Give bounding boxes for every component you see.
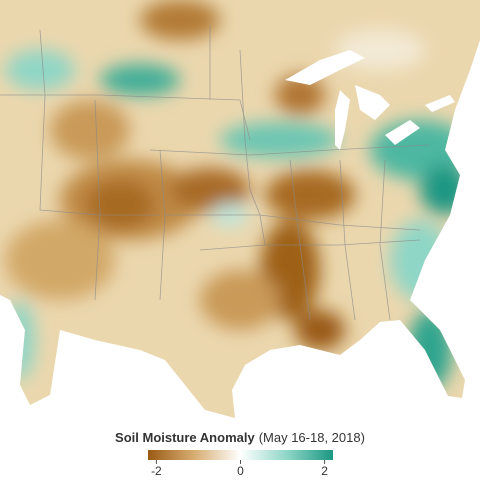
legend-heading: Soil Moisture Anomaly (May 16-18, 2018): [115, 430, 365, 445]
state-borders: [0, 25, 431, 321]
colorbar-tick-label: 0: [237, 464, 244, 478]
land: [0, 0, 480, 418]
legend-subtitle: (May 16-18, 2018): [259, 430, 365, 445]
colorbar-tick-label: 2: [321, 464, 328, 478]
great-lakes: [285, 50, 455, 150]
legend: Soil Moisture Anomaly (May 16-18, 2018) -…: [115, 430, 365, 478]
colorbar: [148, 450, 333, 460]
legend-title: Soil Moisture Anomaly: [115, 430, 255, 445]
colorbar-tick-label: -2: [151, 464, 162, 478]
